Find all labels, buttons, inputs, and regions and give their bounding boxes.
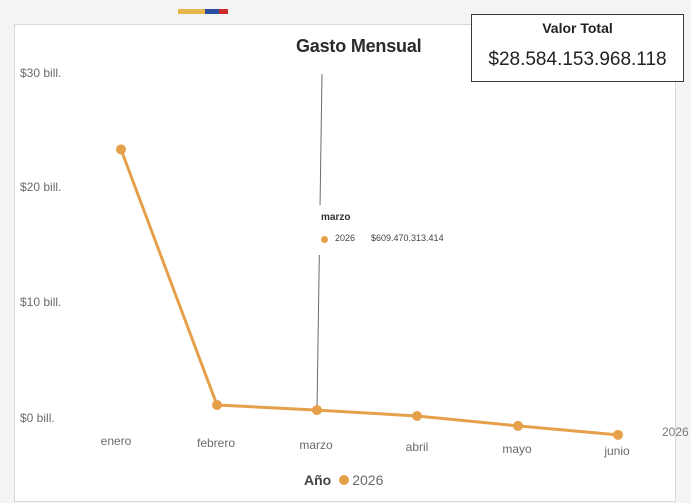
- kpi-value: $28.584.153.968.118: [488, 49, 667, 70]
- chart-tooltip: marzo 2026 $609.470.313.414: [312, 205, 490, 255]
- flag-stripe-yellow: [178, 9, 205, 14]
- legend-marker: [339, 475, 350, 485]
- y-tick-label: $10 bill.: [20, 295, 62, 309]
- flag-stripe-blue: [205, 9, 219, 14]
- y-tick-label: $20 bill.: [20, 180, 62, 194]
- header-color-bar: [178, 9, 228, 14]
- tooltip-series-dot: [321, 236, 328, 243]
- data-point-febrero[interactable]: [212, 400, 222, 411]
- data-point-mayo[interactable]: [513, 420, 523, 431]
- kpi-card[interactable]: Valor Total $28.584.153.968.118: [471, 14, 684, 82]
- chart-title: Gasto Mensual: [296, 36, 422, 56]
- flag-stripe-red: [219, 9, 228, 14]
- x-tick-label: enero: [100, 434, 132, 448]
- chart-card[interactable]: [14, 24, 676, 502]
- data-point-abril[interactable]: [412, 411, 422, 422]
- x-tick-label: marzo: [299, 438, 333, 452]
- x-tick-label: junio: [604, 444, 630, 458]
- series-end-label: 2026: [662, 425, 689, 439]
- data-point-enero[interactable]: [116, 144, 126, 155]
- x-tick-label: febrero: [196, 436, 236, 450]
- series-line-2026[interactable]: [119, 148, 619, 437]
- legend-title: Año: [304, 472, 332, 488]
- data-point-marzo[interactable]: [312, 405, 322, 416]
- data-point-junio[interactable]: [613, 429, 623, 440]
- legend-item: 2026: [352, 472, 384, 488]
- tooltip-series-name: 2026: [335, 233, 356, 243]
- tooltip-category: marzo: [321, 212, 351, 223]
- y-tick-label: $30 bill.: [20, 66, 62, 80]
- x-tick-label: mayo: [502, 442, 532, 456]
- chart-legend[interactable]: Año 2026: [304, 472, 383, 488]
- kpi-label: Valor Total: [542, 20, 613, 36]
- x-tick-label: abril: [405, 440, 429, 454]
- y-tick-label: $0 bill.: [20, 411, 55, 425]
- tooltip-value: $609.470.313.414: [371, 233, 444, 243]
